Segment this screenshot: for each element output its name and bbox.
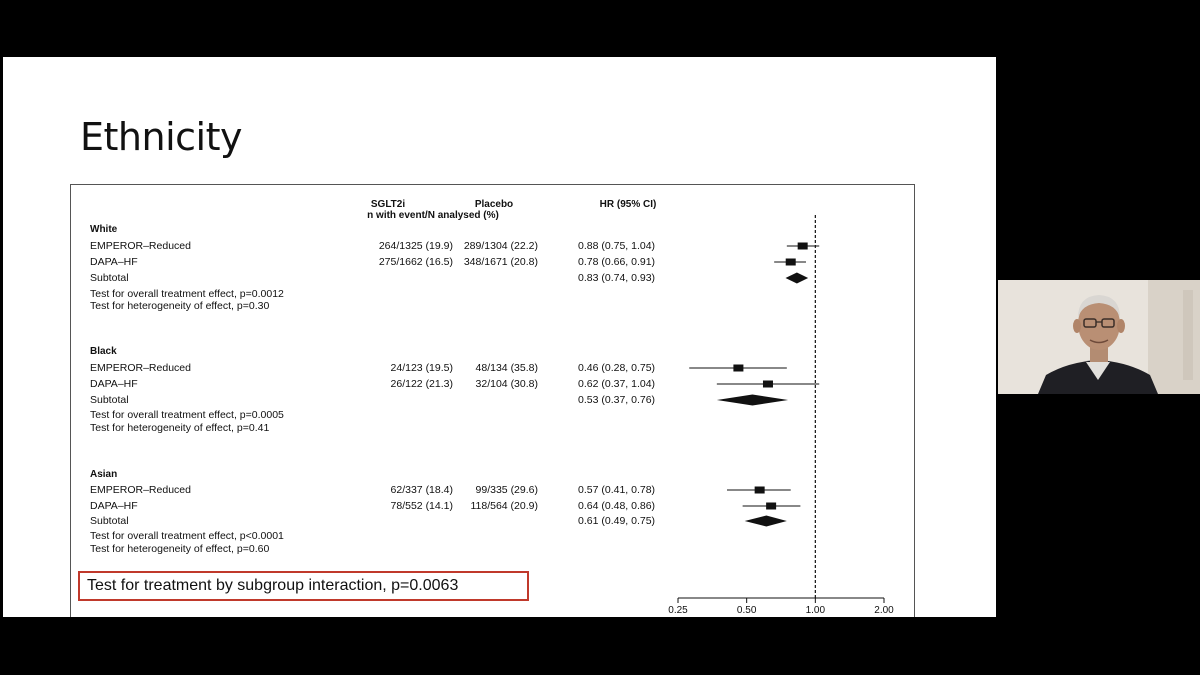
study-name: DAPA–HF (90, 378, 138, 390)
presentation-slide: Ethnicity SGLT2i Placebo n with event/N … (3, 57, 996, 617)
group-label: Asian (90, 469, 118, 480)
hr-point-marker (785, 258, 796, 266)
subtotal-diamond (716, 394, 789, 406)
header-n-event: n with event/N analysed (%) (367, 210, 499, 221)
x-axis-tick-label: 1.00 (806, 605, 826, 616)
overall-effect-test: Test for overall treatment effect, p=0.0… (90, 409, 284, 421)
webcam-feed (998, 280, 1200, 394)
heterogeneity-test: Test for heterogeneity of effect, p=0.41 (90, 422, 270, 434)
study-name: DAPA–HF (90, 500, 138, 512)
group-label: Black (90, 346, 117, 357)
subtotal-hr-value: 0.61 (0.49, 0.75) (578, 515, 656, 527)
hr-value: 0.78 (0.66, 0.91) (578, 256, 656, 268)
subtotal-diamond (744, 515, 787, 527)
slide-title: Ethnicity (80, 115, 242, 159)
placebo-count: 348/1671 (20.8) (463, 256, 538, 268)
hr-point-marker (766, 502, 777, 510)
group-label: White (90, 224, 118, 235)
header-sglt2i: SGLT2i (370, 199, 406, 210)
study-name: DAPA–HF (90, 256, 138, 268)
heterogeneity-test: Test for heterogeneity of effect, p=0.60 (90, 543, 270, 555)
sglt2i-count: 62/337 (18.4) (390, 484, 453, 496)
placebo-count: 48/134 (35.8) (475, 362, 538, 374)
overall-effect-test: Test for overall treatment effect, p=0.0… (90, 288, 284, 300)
x-axis-tick-label: 0.25 (668, 605, 688, 616)
hr-value: 0.57 (0.41, 0.78) (578, 484, 656, 496)
subtotal-label: Subtotal (90, 515, 129, 527)
interaction-test-box: Test for treatment by subgroup interacti… (78, 571, 529, 601)
hr-value: 0.88 (0.75, 1.04) (578, 240, 656, 252)
person-avatar-icon (998, 280, 1200, 394)
subtotal-hr-value: 0.53 (0.37, 0.76) (578, 394, 656, 406)
hr-point-marker (762, 380, 773, 388)
sglt2i-count: 264/1325 (19.9) (378, 240, 453, 252)
study-name: EMPEROR–Reduced (90, 362, 191, 374)
sglt2i-count: 24/123 (19.5) (390, 362, 453, 374)
placebo-count: 118/564 (20.9) (470, 500, 538, 512)
heterogeneity-test: Test for heterogeneity of effect, p=0.30 (90, 300, 270, 312)
hr-value: 0.46 (0.28, 0.75) (578, 362, 656, 374)
sglt2i-count: 78/552 (14.1) (390, 500, 453, 512)
subtotal-label: Subtotal (90, 272, 129, 284)
hr-value: 0.64 (0.48, 0.86) (578, 500, 656, 512)
overall-effect-test: Test for overall treatment effect, p<0.0… (90, 530, 284, 542)
sglt2i-count: 26/122 (21.3) (390, 378, 453, 390)
forest-plot-figure: SGLT2i Placebo n with event/N analysed (… (70, 184, 915, 617)
hr-point-marker (797, 242, 808, 250)
x-axis-tick-label: 2.00 (874, 605, 894, 616)
header-hr: HR (95% CI) (599, 199, 657, 210)
forest-plot-graphic: 0.25 0.50 1.00 2.00 (668, 215, 894, 616)
study-name: EMPEROR–Reduced (90, 484, 191, 496)
interaction-test-text: Test for treatment by subgroup interacti… (87, 577, 459, 594)
x-axis-tick-label: 0.50 (737, 605, 757, 616)
placebo-count: 289/1304 (22.2) (463, 240, 538, 252)
hr-point-marker (733, 364, 744, 372)
subtotal-hr-value: 0.83 (0.74, 0.93) (578, 272, 656, 284)
subtotal-diamond (785, 272, 809, 284)
sglt2i-count: 275/1662 (16.5) (378, 256, 453, 268)
subtotal-label: Subtotal (90, 394, 129, 406)
hr-value: 0.62 (0.37, 1.04) (578, 378, 656, 390)
study-name: EMPEROR–Reduced (90, 240, 191, 252)
placebo-count: 32/104 (30.8) (475, 378, 538, 390)
placebo-count: 99/335 (29.6) (475, 484, 538, 496)
hr-point-marker (754, 486, 765, 494)
header-placebo: Placebo (474, 199, 514, 210)
